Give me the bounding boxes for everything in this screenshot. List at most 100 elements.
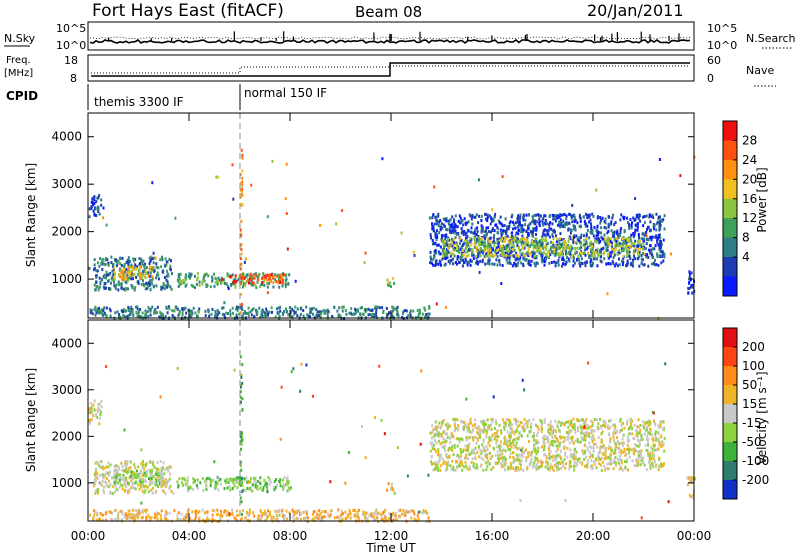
nsearch-tick-top: 10^5 (707, 22, 737, 35)
echo-cell (432, 213, 435, 217)
echo-cell (219, 517, 222, 521)
echo-cell (520, 241, 523, 245)
echo-cell (645, 230, 648, 234)
echo-cell (590, 227, 593, 231)
echo-cell (211, 277, 214, 281)
echo-cell (433, 250, 436, 254)
echo-cell (532, 234, 534, 238)
echo-cell (589, 231, 592, 235)
echo-cell (552, 243, 555, 247)
echo-cell (505, 237, 508, 241)
echo-cell (563, 445, 566, 449)
echo-cell (651, 433, 653, 437)
echo-cell (514, 234, 517, 238)
echo-cell (249, 310, 252, 314)
power-echoes (88, 148, 696, 320)
echo-cell (562, 262, 564, 266)
echo-cell (434, 233, 437, 237)
echo-cell (453, 244, 456, 248)
echo-cell (565, 243, 568, 247)
echo-cell (192, 306, 195, 310)
echo-cell (331, 315, 334, 318)
echo-cell (428, 306, 431, 310)
echo-cell (241, 156, 244, 160)
echo-cell (164, 477, 167, 481)
echo-cell (311, 517, 314, 521)
echo-cell (131, 470, 134, 474)
echo-cell (508, 243, 511, 247)
echo-cell (554, 243, 557, 247)
echo-cell (622, 245, 625, 249)
echo-cell (236, 479, 239, 483)
echo-cell (487, 242, 490, 246)
echo-cell (232, 481, 235, 485)
echo-cell (97, 196, 100, 200)
echo-cell (613, 248, 616, 252)
echo-cell (499, 228, 502, 232)
echo-cell (515, 421, 518, 425)
echo-cell (251, 483, 254, 487)
echo-cell (499, 215, 502, 219)
echo-cell (154, 477, 157, 481)
echo-cell (437, 214, 440, 218)
echo-cell (168, 307, 171, 311)
echo-cell (241, 187, 243, 191)
echo-cell (583, 243, 585, 247)
echo-cell (436, 229, 438, 233)
echo-cell (596, 225, 599, 229)
echo-cell (297, 517, 300, 521)
echo-cell (511, 231, 514, 235)
echo-cell (294, 311, 297, 315)
echo-cell (437, 425, 440, 429)
echo-cell (471, 248, 474, 252)
echo-cell (348, 510, 351, 514)
echo-cell (477, 178, 480, 182)
echo-cell (661, 440, 664, 444)
echo-cell (544, 228, 547, 232)
echo-cell (92, 209, 95, 213)
echo-cell (224, 481, 227, 485)
echo-cell (491, 208, 494, 211)
echo-cell (244, 283, 246, 287)
echo-cell (645, 421, 648, 424)
echo-cell (582, 452, 585, 456)
echo-cell (211, 508, 214, 512)
echo-cell (525, 258, 528, 261)
echo-cell (589, 218, 592, 222)
nsky-tick-bottom: 10^0 (56, 39, 86, 52)
echo-cell (555, 450, 558, 454)
echo-cell (501, 231, 504, 235)
echo-cell (274, 278, 277, 282)
echo-cell (250, 275, 253, 278)
echo-cell (207, 274, 210, 278)
echo-cell (155, 262, 158, 266)
echo-cell (567, 244, 570, 248)
echo-cell (252, 476, 255, 480)
echo-cell (429, 255, 432, 259)
echo-cell (585, 418, 588, 422)
echo-cell (531, 239, 533, 242)
echo-cell (428, 216, 431, 220)
echo-cell (452, 244, 454, 248)
echo-cell (93, 283, 96, 287)
echo-cell (597, 422, 600, 426)
echo-cell (637, 234, 640, 238)
echo-cell (692, 286, 695, 290)
echo-cell (392, 518, 395, 522)
echo-cell (128, 260, 131, 263)
echo-cell (558, 220, 561, 224)
echo-cell (464, 456, 467, 460)
echo-cell (135, 275, 138, 279)
echo-cell (595, 240, 598, 244)
echo-cell (279, 309, 282, 313)
echo-cell (591, 440, 594, 444)
echo-cell (592, 450, 595, 453)
echo-cell (576, 458, 579, 462)
echo-cell (638, 236, 640, 240)
echo-cell (316, 312, 319, 316)
echo-cell (240, 440, 242, 444)
echo-cell (369, 313, 372, 316)
echo-cell (515, 441, 518, 445)
echo-cell (449, 244, 452, 248)
echo-cell (132, 512, 135, 516)
